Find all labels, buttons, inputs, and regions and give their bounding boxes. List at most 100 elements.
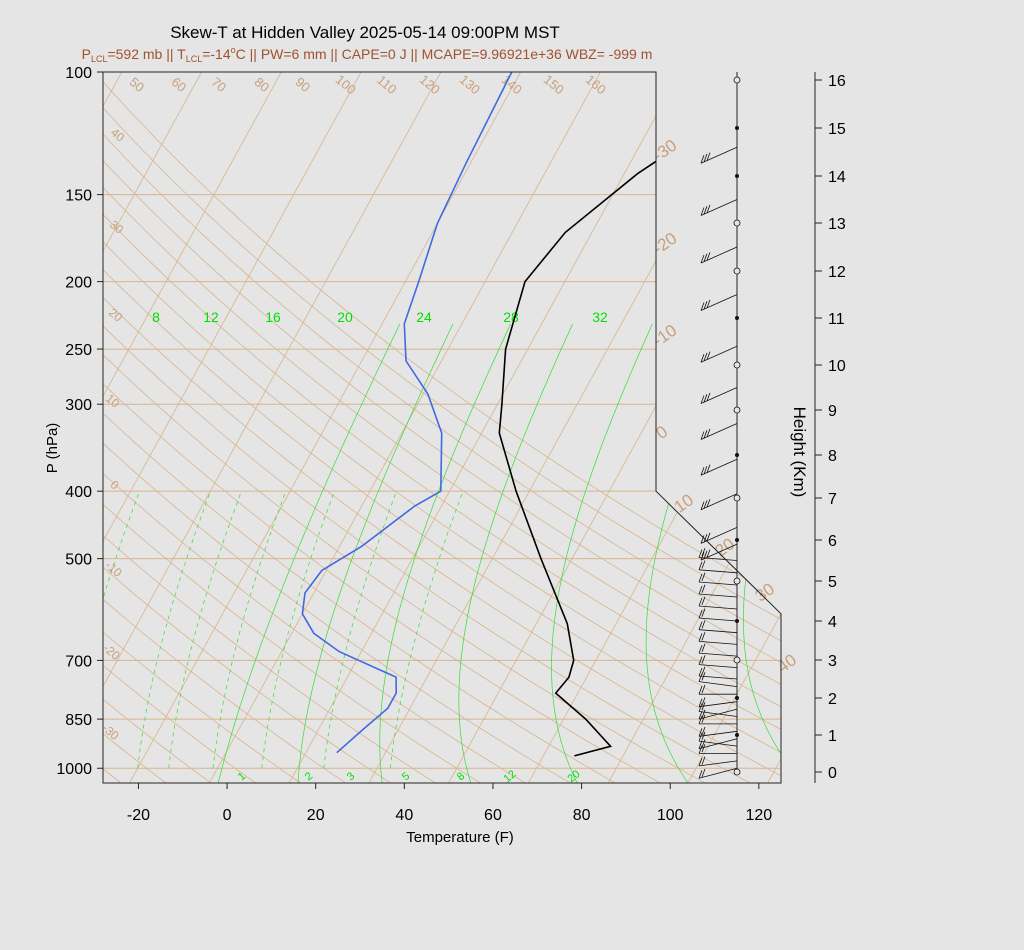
wind-barb-feather bbox=[701, 756, 706, 765]
wind-barb-feather bbox=[698, 644, 703, 654]
dry-adiabat bbox=[103, 72, 781, 783]
isotherm bbox=[129, 72, 521, 783]
wind-barb bbox=[698, 581, 738, 586]
mixing-ratio-line bbox=[323, 491, 397, 769]
moist-adiabat-label: 20 bbox=[337, 309, 353, 325]
wind-barb bbox=[698, 681, 738, 687]
wind-barb-feather bbox=[700, 431, 705, 440]
grid-lines bbox=[0, 72, 781, 783]
moist-adiabat bbox=[458, 323, 574, 783]
p-tick-label: 500 bbox=[65, 552, 92, 569]
height-marker bbox=[733, 656, 741, 664]
dry-adiabat bbox=[103, 72, 301, 783]
height-tick-label: 4 bbox=[828, 614, 837, 631]
wind-barb-feather bbox=[703, 500, 708, 509]
wind-barb-feather bbox=[703, 153, 708, 163]
dry-adiabat bbox=[103, 72, 526, 783]
dry-adiabat bbox=[103, 72, 706, 783]
wind-barb-feather bbox=[700, 535, 705, 544]
height-tick-label: 3 bbox=[828, 653, 837, 670]
p-tick-label: 850 bbox=[65, 712, 92, 729]
wind-barb-feather bbox=[698, 573, 703, 583]
wind-barb-feather bbox=[703, 465, 708, 475]
moist-adiabat bbox=[551, 323, 653, 783]
height-axis-label: Height (Km) bbox=[790, 407, 809, 498]
wind-barb-feather bbox=[698, 770, 703, 779]
isotherm bbox=[607, 72, 781, 783]
chart-title: Skew-T at Hidden Valley 2025-05-14 09:00… bbox=[170, 23, 560, 42]
height-tick-label: 14 bbox=[828, 169, 846, 186]
mixing-ratio-line bbox=[212, 491, 287, 769]
wind-barb bbox=[698, 730, 738, 737]
wind-barb-feather bbox=[698, 740, 703, 749]
wind-barb-feather bbox=[698, 698, 703, 707]
x-tick-label: 20 bbox=[307, 807, 325, 824]
wind-barb bbox=[698, 629, 738, 634]
wind-barb-feather bbox=[701, 768, 706, 778]
height-marker bbox=[733, 406, 741, 414]
wind-barb-feather bbox=[701, 584, 706, 593]
isotherm bbox=[103, 72, 282, 783]
isotherm bbox=[103, 72, 362, 783]
height-marker bbox=[733, 267, 741, 275]
p-tick-label: 150 bbox=[65, 188, 92, 205]
p-tick-label: 1000 bbox=[56, 761, 92, 778]
x-tick-label: 40 bbox=[395, 807, 413, 824]
dry-adiabat bbox=[103, 72, 781, 783]
wind-barb-feather bbox=[698, 561, 703, 570]
dewpoint-profile bbox=[301, 72, 513, 754]
wind-barb bbox=[698, 652, 738, 657]
mixing-ratio-line bbox=[168, 491, 242, 769]
isotherm bbox=[288, 72, 681, 783]
wind-barb-feather bbox=[706, 549, 711, 558]
wind-barb-feather bbox=[703, 394, 708, 403]
wind-barb-feather bbox=[703, 301, 708, 310]
wind-barb-feather bbox=[701, 631, 706, 641]
dry-adiabat bbox=[103, 72, 391, 783]
wind-barb-feather bbox=[701, 697, 706, 706]
height-tick-label: 9 bbox=[828, 403, 837, 420]
p-tick-label: 250 bbox=[65, 342, 92, 359]
wind-barb-feather bbox=[703, 550, 708, 559]
wind-barb-feather bbox=[698, 656, 703, 665]
wind-barb-feather bbox=[698, 703, 703, 712]
dry-adiabat bbox=[103, 72, 781, 783]
isotherm bbox=[209, 72, 601, 783]
dry-adiabat bbox=[103, 72, 781, 783]
height-tick-label: 12 bbox=[828, 264, 846, 281]
moist-adiabat-label: 28 bbox=[503, 309, 519, 325]
wind-barb bbox=[698, 605, 738, 610]
wind-barb-feather bbox=[700, 207, 705, 216]
wind-barb bbox=[698, 664, 738, 668]
moist-adiabat-label: 16 bbox=[265, 309, 281, 325]
isotherm bbox=[103, 72, 202, 783]
isotherm bbox=[687, 72, 781, 783]
wind-barb-feather bbox=[700, 302, 705, 311]
wind-barb-feather bbox=[700, 467, 705, 476]
wind-barb-feather bbox=[706, 532, 711, 541]
height-tick-label: 8 bbox=[828, 448, 837, 465]
dry-adiabat bbox=[103, 72, 436, 783]
height-marker bbox=[735, 315, 740, 320]
height-marker bbox=[733, 577, 741, 585]
dry-adiabat bbox=[103, 72, 751, 783]
height-marker bbox=[735, 452, 740, 457]
moist-adiabat-label: 8 bbox=[152, 309, 160, 325]
wind-barb-feather bbox=[698, 728, 703, 737]
wind-barb-feather bbox=[698, 686, 703, 695]
dry-adiabat bbox=[0, 72, 76, 783]
height-tick-label: 2 bbox=[828, 691, 837, 708]
wind-barb bbox=[698, 593, 738, 598]
wind-barb bbox=[698, 701, 738, 708]
wind-barb-feather bbox=[698, 585, 703, 595]
plot-border bbox=[102, 71, 782, 784]
isotherm bbox=[103, 72, 442, 783]
wind-barb bbox=[698, 760, 738, 767]
moist-adiabat bbox=[379, 323, 511, 783]
wind-barb-feather bbox=[701, 572, 706, 581]
height-marker bbox=[733, 76, 741, 84]
p-tick-label: 400 bbox=[65, 484, 92, 501]
height-marker bbox=[733, 494, 741, 502]
wind-barb bbox=[698, 767, 738, 779]
dry-adiabat bbox=[103, 72, 781, 783]
